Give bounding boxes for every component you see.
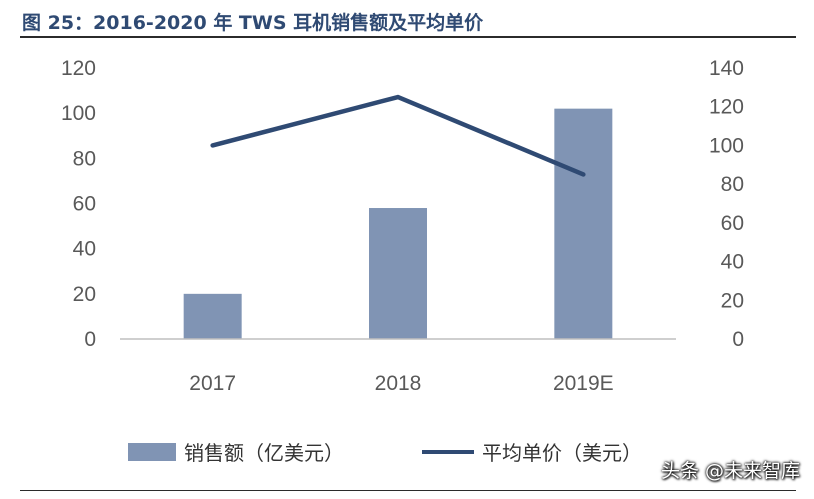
right-tick-label: 60 bbox=[721, 212, 744, 235]
left-tick-label: 0 bbox=[84, 328, 96, 351]
left-tick-label: 20 bbox=[73, 283, 96, 306]
category-label: 2017 bbox=[189, 372, 236, 395]
left-tick-label: 120 bbox=[61, 57, 96, 80]
bar-2018 bbox=[369, 208, 427, 339]
legend-item-sales: 销售额（亿美元） bbox=[128, 437, 344, 466]
left-tick-label: 100 bbox=[61, 102, 96, 125]
category-labels: 2017 2018 2019E bbox=[189, 372, 613, 395]
legend-label-sales: 销售额（亿美元） bbox=[184, 441, 344, 465]
right-tick-label: 100 bbox=[709, 134, 744, 157]
right-tick-label: 0 bbox=[732, 328, 744, 351]
legend-item-price: 平均单价（美元） bbox=[422, 437, 642, 466]
bar-2017 bbox=[183, 293, 242, 339]
watermark: 头条 @未来智库 bbox=[660, 460, 800, 482]
chart-title: 图 25：2016-2020 年 TWS 耳机销售额及平均单价 bbox=[22, 12, 484, 34]
legend-label-price: 平均单价（美元） bbox=[482, 441, 642, 465]
left-tick-label: 60 bbox=[73, 193, 96, 216]
bottom-rule bbox=[20, 490, 796, 491]
right-tick-label: 20 bbox=[721, 289, 744, 312]
left-axis-ticks: 0 20 40 60 80 100 120 bbox=[61, 57, 96, 351]
right-tick-label: 120 bbox=[709, 96, 744, 119]
right-tick-label: 80 bbox=[721, 173, 744, 196]
right-axis-ticks: 0 20 40 60 80 100 120 140 bbox=[709, 57, 744, 351]
title-rule bbox=[20, 36, 796, 38]
category-label: 2018 bbox=[375, 372, 422, 395]
legend-swatch-line bbox=[422, 449, 474, 454]
right-tick-label: 40 bbox=[721, 251, 744, 274]
legend-swatch-bar bbox=[128, 442, 176, 461]
category-label: 2019E bbox=[553, 372, 614, 395]
price-line bbox=[210, 94, 586, 177]
bar-2019E bbox=[554, 108, 613, 340]
right-tick-label: 140 bbox=[709, 57, 744, 80]
left-tick-label: 80 bbox=[73, 147, 96, 170]
left-tick-label: 40 bbox=[73, 238, 96, 261]
bar-series bbox=[183, 108, 613, 340]
